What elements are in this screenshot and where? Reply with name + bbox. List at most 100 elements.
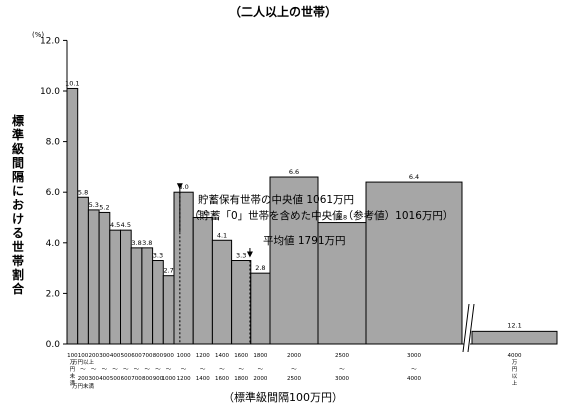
x-tick-label: 〜 <box>291 367 297 373</box>
mean-annotation: 平均値 1791万円 <box>263 234 346 247</box>
bar-value-label: 3.3 <box>236 252 246 260</box>
bar-value-label: 5.8 <box>78 188 88 196</box>
x-tick-label: 700 <box>131 376 142 382</box>
median-arrow-head <box>176 183 183 190</box>
x-tick-label: 以 <box>512 374 518 380</box>
x-tick-label: 1600 <box>215 376 229 382</box>
x-tick-label: 〜 <box>134 367 140 373</box>
x-tick-label: 3000 <box>407 353 421 359</box>
y-tick-label: 6.0 <box>46 188 61 198</box>
histogram-bar <box>66 87 79 345</box>
x-tick-label: 1800 <box>234 376 248 382</box>
histogram-bar <box>152 260 164 345</box>
y-axis-title-char: 級 <box>12 141 24 156</box>
x-tick-label: 3000 <box>335 376 349 382</box>
x-tick-label: 2000 <box>287 353 301 359</box>
bar-value-label: 6.4 <box>409 173 419 181</box>
x-tick-label: 800 <box>153 353 164 359</box>
bar-value-label: 5.2 <box>99 203 109 211</box>
x-tick-label: 4000 <box>407 376 421 382</box>
x-tick-label: 円 <box>512 366 518 373</box>
y-tick-label: 10.0 <box>40 87 60 97</box>
histogram-bar <box>130 247 143 345</box>
bar-value-label: 4.5 <box>110 221 120 229</box>
y-axis-title-char: 標 <box>12 113 24 128</box>
bar-value-label: 2.8 <box>255 264 265 272</box>
x-tick-label: 1200 <box>177 376 191 382</box>
x-tick-label: 〜 <box>181 367 187 373</box>
x-tick-label: 〜 <box>339 367 345 373</box>
x-tick-label: 〜 <box>411 367 417 373</box>
y-axis-title-char: お <box>12 198 24 212</box>
bar-value-label: 2.7 <box>163 267 173 275</box>
annotations: 貯蓄保有世帯の中央値 1061万円 （貯蓄「0」世帯を含めた中央値（参考値）101… <box>176 183 453 344</box>
bar-value-label: 4.8 <box>337 214 347 222</box>
y-tick-label: 0.0 <box>46 340 61 350</box>
x-tick-label: 400 <box>110 353 121 359</box>
histogram-bar <box>211 239 233 345</box>
y-axis-ticks: 0.0 2.0 4.0 6.0 8.0 10.0 12.0 <box>40 36 67 350</box>
y-axis-title-char: 隔 <box>12 169 24 184</box>
axis-break-mark <box>462 303 470 353</box>
value-labels: 10.15.85.3 5.24.5 4.53.8 3.83.32.76.05.04.1… <box>65 79 522 329</box>
median-annotation-reference: （貯蓄「0」世帯を含めた中央値（参考値）1016万円） <box>189 209 453 222</box>
bar-value-label: 4.5 <box>121 221 131 229</box>
histogram-bar <box>120 229 132 345</box>
x-tick-label: 200 <box>78 376 89 382</box>
x-tick-label: 1600 <box>234 353 248 359</box>
x-tick-label: 1000 <box>177 353 191 359</box>
y-axis-title-char: 帯 <box>12 253 24 268</box>
x-tick-label: 900 <box>153 376 164 382</box>
histogram-bar <box>250 272 271 345</box>
x-tick-label: 300 <box>89 376 100 382</box>
bar-value-label: 12.1 <box>507 321 521 329</box>
histogram-bar <box>269 176 319 345</box>
x-tick-label: 万 <box>70 359 76 366</box>
bar-value-label: 6.6 <box>289 168 299 176</box>
bar-value-label: 3.8 <box>142 239 152 247</box>
y-axis-unit: (%) <box>32 31 44 39</box>
x-tick-label: 〜 <box>144 367 150 373</box>
x-tick-label: 2500 <box>335 353 349 359</box>
y-axis-title-char: 合 <box>12 281 25 296</box>
x-tick-label: 1000 <box>162 376 176 382</box>
histogram-bar <box>77 196 89 345</box>
x-tick-label: 400 <box>99 376 110 382</box>
x-tick-label: 〜 <box>102 367 108 373</box>
x-tick-label: 円 <box>70 366 76 373</box>
x-tick-label: 1800 <box>253 353 267 359</box>
x-tick-label: 500 <box>121 353 132 359</box>
x-tick-label: 600 <box>121 376 132 382</box>
y-axis-title-char: に <box>12 184 24 198</box>
y-tick-label: 4.0 <box>46 239 61 249</box>
histogram-bar <box>98 211 111 345</box>
x-axis-title: （標準級間隔100万円） <box>223 390 343 404</box>
x-axis-tick-labels: 100万円未満100万円以上〜200万円未満200〜300300〜400400〜… <box>67 353 522 390</box>
x-tick-label: 1200 <box>196 353 210 359</box>
x-tick-label: 100 <box>78 353 89 359</box>
bar-value-label: 5.0 <box>198 209 208 217</box>
chart-title: （二人以上の世帯） <box>229 4 337 19</box>
x-tick-label: 万 <box>512 359 518 366</box>
x-tick-label: 〜 <box>166 367 172 373</box>
x-tick-label: 4000 <box>508 353 522 359</box>
x-tick-label: 200 <box>89 353 100 359</box>
x-tick-label: 800 <box>142 376 153 382</box>
bar-value-label: 3.3 <box>153 252 163 260</box>
x-tick-label: 900 <box>163 353 174 359</box>
histogram-bar <box>192 217 213 345</box>
bar-value-label: 10.1 <box>65 79 79 87</box>
x-tick-label: 〜 <box>112 367 118 373</box>
y-axis-title-char: 準 <box>12 127 24 142</box>
x-tick-label: 2500 <box>287 376 301 382</box>
x-tick-label: 〜 <box>238 367 244 373</box>
y-axis-title-char: け <box>12 212 24 226</box>
x-tick-label: 500 <box>110 376 121 382</box>
x-tick-label: 1400 <box>215 353 229 359</box>
x-tick-label: 満 <box>70 380 76 387</box>
x-tick-label: 〜 <box>200 367 206 373</box>
x-tick-label: 万円未満 <box>72 382 95 390</box>
histogram-bar <box>231 260 252 345</box>
histogram-bar <box>87 209 100 345</box>
